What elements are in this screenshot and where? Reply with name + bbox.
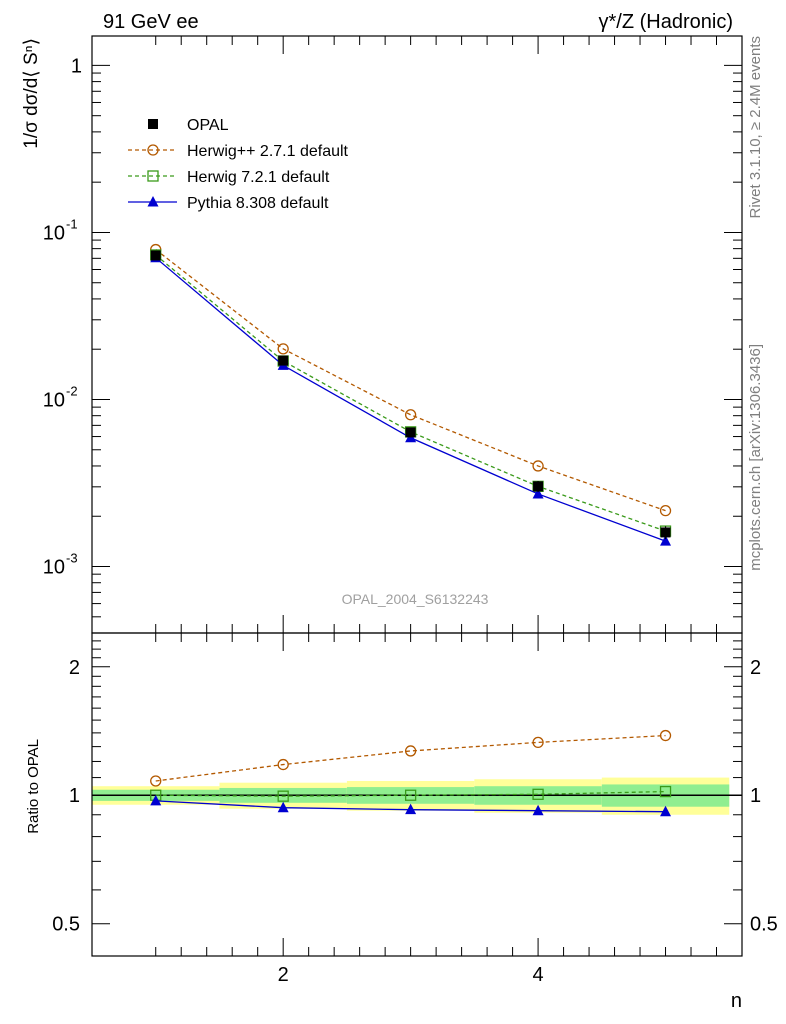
header-right-label: γ*/Z (Hadronic) [599, 11, 733, 33]
main-herwigpp-point [659, 505, 672, 517]
main-pythia-point [660, 535, 672, 546]
ratio-y-tick-label-right: 0.5 [750, 914, 778, 936]
ratio-y-tick-label-right: 1 [750, 785, 761, 807]
main-herwigpp-point [404, 409, 417, 421]
analysis-watermark: OPAL_2004_S6132243 [342, 591, 489, 607]
header-left-label: 91 GeV ee [103, 11, 199, 33]
main-opal-point [533, 481, 544, 492]
y-tick-label: 1 [71, 55, 82, 77]
legend-label-herwigpp: Herwig++ 2.7.1 default [187, 143, 349, 160]
y-tick-label: 10 [43, 557, 65, 579]
legend-marker-herwigpp [147, 144, 159, 156]
ratio-pythia-point [405, 803, 417, 815]
main-y-axis-label: 1/σ dσ/d⟨ Sⁿ⟩ [21, 38, 42, 149]
ratio-herwigpp-point [150, 775, 162, 787]
main-opal-point [405, 427, 416, 438]
ratio-herwig7-point [659, 785, 672, 798]
ratio-herwigpp-point [277, 758, 289, 771]
ratio-y-tick-label: 1 [69, 785, 80, 807]
legend-label-herwig7: Herwig 7.2.1 default [187, 169, 330, 186]
main-herwigpp-line [155, 249, 666, 512]
main-pythia-point [532, 487, 544, 499]
rivet-version-label: Rivet 3.1.10, ≥ 2.4M events [747, 36, 764, 219]
ratio-y-tick-label: 0.5 [52, 914, 80, 936]
main-pythia-series [150, 251, 672, 546]
ratio-pythia-point [150, 794, 162, 806]
ratio-herwig7-point [404, 789, 417, 801]
main-herwigpp-point [532, 460, 544, 472]
y-tick-label: 10 [43, 389, 65, 411]
y-tick-label-exponent: -3 [66, 551, 78, 566]
legend-marker-pythia [147, 196, 159, 207]
main-herwigpp-series [150, 243, 672, 517]
mcplots-label: mcplots.cern.ch [arXiv:1306.3436] [747, 344, 764, 571]
ratio-herwigpp-point [659, 729, 672, 742]
legend-label-opal: OPAL [187, 117, 229, 134]
main-pythia-line [155, 257, 666, 542]
ratio-y-tick-label-right: 2 [750, 657, 761, 679]
ratio-herwigpp-point [532, 736, 544, 749]
ratio-herwig7-point [277, 790, 289, 802]
y-tick-label-exponent: -1 [66, 216, 78, 231]
x-tick-label: 4 [533, 964, 544, 986]
y-tick-label-exponent: -2 [66, 383, 78, 398]
ratio-herwig7-line [155, 790, 666, 797]
ratio-y-tick-label: 2 [69, 657, 80, 679]
x-axis-label: n [731, 990, 742, 1012]
ratio-herwigpp-point [404, 745, 417, 757]
y-tick-label: 10 [43, 222, 65, 244]
legend-marker-opal [148, 119, 158, 129]
ratio-herwig7-point [532, 788, 544, 800]
main-opal-point [660, 527, 671, 538]
main-panel-frame: 110-110-210-3 [43, 35, 743, 634]
main-opal-point [150, 250, 161, 261]
ratio-herwig7-series [150, 785, 672, 802]
ratio-pythia-point [277, 801, 289, 813]
ratio-plot-frame [91, 632, 743, 957]
legend: OPAL Herwig++ 2.7.1 default Herwig 7.2.1 d… [128, 117, 349, 212]
ratio-herwigpp-series [150, 729, 672, 787]
main-herwigpp-point [277, 343, 289, 355]
ratio-pythia-point [532, 804, 544, 816]
main-opal-series [150, 250, 671, 540]
legend-label-pythia: Pythia 8.308 default [187, 195, 329, 212]
ratio-pythia-point [660, 805, 672, 817]
ratio-herwigpp-line [155, 734, 666, 782]
main-opal-point [278, 355, 289, 366]
series-layer [150, 243, 672, 817]
x-tick-label: 2 [278, 964, 289, 986]
ratio-pythia-series [150, 794, 672, 817]
ratio-y-axis-label: Ratio to OPAL [25, 739, 42, 834]
main-herwig7-line [155, 254, 666, 532]
main-herwig7-series [150, 249, 672, 537]
legend-marker-herwig7 [147, 170, 159, 182]
